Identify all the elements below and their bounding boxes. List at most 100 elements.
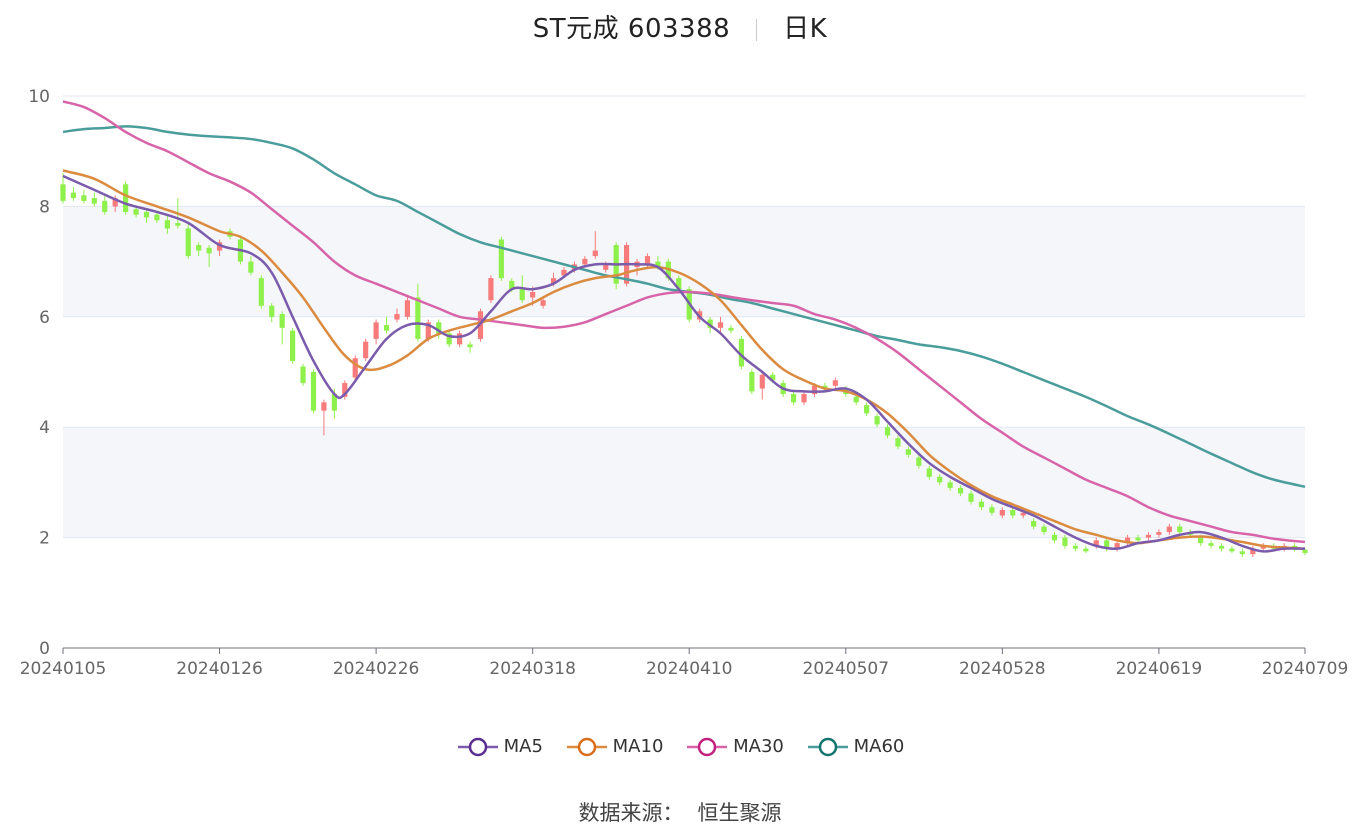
candle-body xyxy=(957,487,964,494)
candle-body xyxy=(290,330,296,361)
candle-body xyxy=(582,258,588,265)
candle-body xyxy=(864,405,870,414)
x-tick-label: 20240709 xyxy=(1262,659,1349,679)
candle-body xyxy=(1093,540,1099,546)
candle-body xyxy=(1250,548,1256,555)
data-source: 数据来源： 恒生聚源 xyxy=(0,797,1360,827)
x-tick-label: 20240410 xyxy=(646,659,733,679)
candle-body xyxy=(1198,537,1204,544)
candle-body xyxy=(488,278,494,301)
legend-label-ma30: MA30 xyxy=(733,736,784,757)
y-tick-label: 0 xyxy=(39,639,50,659)
candle-body xyxy=(300,366,306,384)
chart-title: ST元成 603388 日K xyxy=(0,8,1360,45)
candle-body xyxy=(1020,512,1026,516)
candle-body xyxy=(352,358,358,378)
period-label: 日K xyxy=(783,14,828,44)
candle-body xyxy=(884,427,891,436)
candle-body xyxy=(655,261,661,268)
candle-body xyxy=(1062,537,1068,546)
candle-body xyxy=(728,327,734,331)
x-tick-label: 20240619 xyxy=(1116,659,1203,679)
stock-name: ST元成 603388 xyxy=(532,14,731,44)
candle-body xyxy=(1041,526,1047,533)
candle-body xyxy=(436,322,442,334)
x-tick-label: 20240528 xyxy=(959,659,1046,679)
candle-body xyxy=(989,507,995,513)
source-value: 恒生聚源 xyxy=(697,801,782,825)
candle-body xyxy=(895,438,901,447)
candle-body xyxy=(947,482,953,488)
legend-label-ma10: MA10 xyxy=(612,736,664,757)
candle-body xyxy=(112,198,118,207)
candle-body xyxy=(801,394,807,403)
legend-item-ma30[interactable]: MA30 xyxy=(685,736,784,758)
candle-body xyxy=(91,198,97,204)
candle-body xyxy=(175,222,181,226)
candle-body xyxy=(383,325,390,331)
y-tick-label: 2 xyxy=(39,529,50,549)
candle-body xyxy=(1208,543,1214,546)
candle-body xyxy=(1104,540,1110,549)
x-tick-label: 20240507 xyxy=(803,659,890,679)
candle-body xyxy=(1114,543,1120,549)
candle-body xyxy=(916,457,922,466)
candle-body xyxy=(310,372,317,411)
candle-body xyxy=(143,211,150,218)
candle-body xyxy=(603,264,609,270)
candle-body xyxy=(446,333,452,345)
candle-body xyxy=(185,228,191,257)
candle-body xyxy=(1302,549,1308,554)
legend-item-ma60[interactable]: MA60 xyxy=(806,736,904,758)
candle-body xyxy=(550,278,557,284)
candle-body xyxy=(164,220,170,229)
series-line-ma10 xyxy=(62,169,1306,550)
candle-body xyxy=(592,250,598,257)
y-tick-label: 6 xyxy=(39,308,50,328)
candle-body xyxy=(738,338,745,367)
candle-body xyxy=(415,297,421,339)
candle-body xyxy=(248,261,254,273)
legend-item-ma5[interactable]: MA5 xyxy=(456,736,543,758)
candle-body xyxy=(509,280,515,290)
candle-body xyxy=(519,289,525,301)
legend-marker-ma60 xyxy=(807,737,848,757)
candle-body xyxy=(874,416,880,425)
candle-body xyxy=(770,374,776,381)
candle-body xyxy=(832,380,838,386)
candle-body xyxy=(1051,534,1058,541)
legend-label-ma5: MA5 xyxy=(503,736,543,757)
y-tick-label: 4 xyxy=(39,418,50,438)
candle-body xyxy=(373,322,379,339)
candle-body xyxy=(206,247,212,254)
candle-body xyxy=(905,449,911,455)
candle-body xyxy=(81,195,87,201)
candle-body xyxy=(540,300,546,306)
candle-body xyxy=(1156,532,1162,535)
candle-body xyxy=(60,184,66,201)
candle-body xyxy=(978,501,985,508)
legend-marker-ma30 xyxy=(687,737,728,757)
candle-body xyxy=(363,341,369,359)
candle-body xyxy=(404,300,411,317)
series-line-ma5 xyxy=(62,174,1306,553)
candle-body xyxy=(1124,537,1131,544)
grid-band xyxy=(63,427,1305,538)
candle-body xyxy=(258,278,264,306)
title-separator xyxy=(756,18,758,41)
candle-body xyxy=(1083,548,1089,552)
candle-body xyxy=(279,314,285,328)
x-tick-label: 20240105 xyxy=(20,659,107,679)
candle-body xyxy=(102,200,108,212)
candle-body xyxy=(269,305,275,317)
candle-body xyxy=(561,269,567,276)
legend-item-ma10[interactable]: MA10 xyxy=(565,736,664,758)
legend-marker-ma5 xyxy=(457,737,498,757)
candle-body xyxy=(926,468,932,477)
candle-body xyxy=(707,319,713,328)
candle-body xyxy=(1166,526,1172,533)
candle-body xyxy=(123,184,129,212)
x-tick-label: 20240226 xyxy=(333,659,420,679)
candle-body xyxy=(749,372,755,392)
candle-body xyxy=(321,402,327,411)
